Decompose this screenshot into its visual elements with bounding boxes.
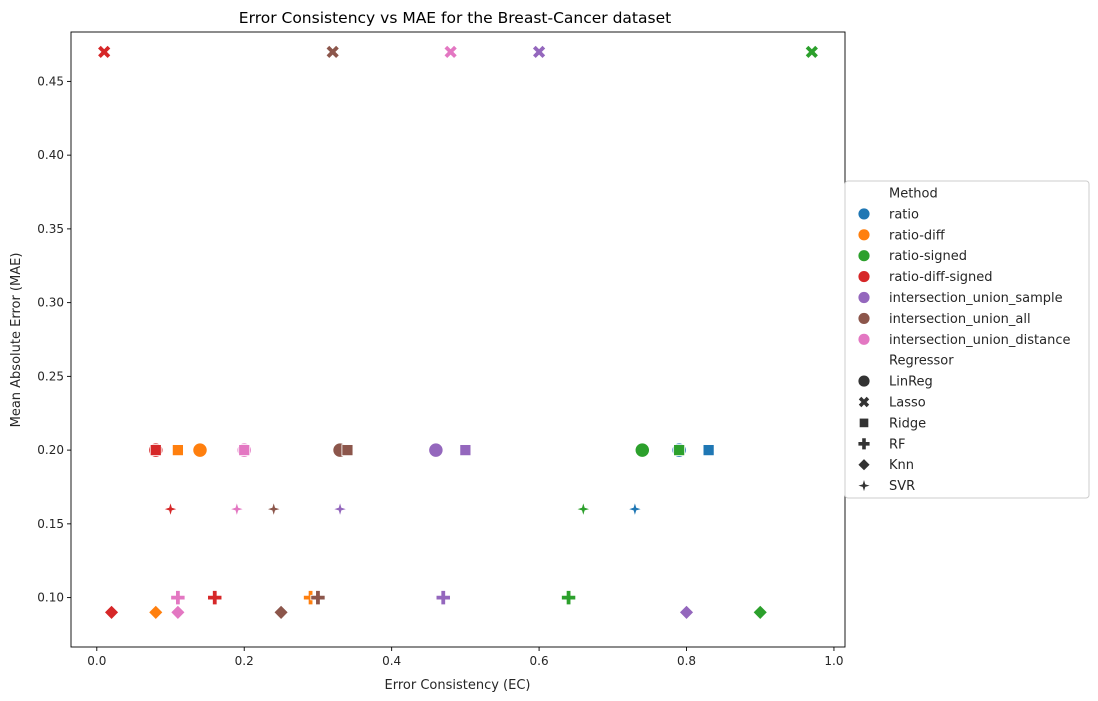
y-axis-label: Mean Absolute Error (MAE) (9, 253, 24, 428)
legend-item-label: intersection_union_sample (889, 291, 1063, 306)
data-point (273, 604, 289, 621)
y-tick-label: 0.25 (37, 369, 64, 383)
legend-marker (858, 333, 870, 345)
axes: 0.0 0.2 0.4 0.6 0.8 1.0 0.10 0.15 0.20 0.25 0.30 0.… (37, 31, 846, 668)
data-point (265, 500, 283, 518)
legend-marker (858, 396, 870, 408)
data-point (634, 442, 650, 458)
plot-frame (70, 31, 846, 648)
x-axis-label: Error Consistency (EC) (385, 678, 531, 693)
data-point (170, 590, 186, 606)
data-point (238, 444, 251, 457)
y-tick-label: 0.35 (37, 222, 64, 236)
legend-item-label: Ridge (889, 416, 926, 431)
data-point (228, 500, 246, 518)
data-point (435, 590, 451, 606)
data-point (626, 500, 644, 518)
data-point (752, 604, 768, 621)
data-point (574, 500, 592, 518)
legend-item-label: ratio-diff-signed (889, 270, 993, 285)
data-point (192, 442, 208, 458)
data-point (96, 44, 112, 60)
x-tick-label: 0.2 (235, 654, 254, 668)
y-tick-label: 0.45 (37, 74, 64, 88)
data-point (170, 604, 186, 621)
legend-marker (858, 291, 870, 304)
y-tick-label: 0.10 (37, 591, 64, 605)
data-point (103, 604, 120, 621)
legend-marker (859, 418, 869, 428)
data-point (673, 444, 686, 457)
legend-item-label: intersection_union_distance (889, 333, 1070, 348)
data-point (171, 444, 184, 457)
legend-marker (858, 459, 870, 471)
data-point (325, 44, 340, 60)
data-point (443, 44, 458, 60)
data-points (96, 44, 820, 621)
legend-marker (858, 375, 870, 387)
y-tick-label: 0.30 (37, 296, 64, 310)
legend-title-method: Method (889, 187, 938, 202)
legend-marker (858, 229, 870, 241)
legend-item-label: SVR (889, 479, 915, 494)
legend-item-label: ratio-signed (889, 249, 967, 264)
data-point (702, 444, 715, 457)
legend-title-regressor: Regressor (889, 354, 954, 369)
legend-marker (858, 438, 870, 450)
data-point (678, 604, 695, 621)
data-point (207, 590, 223, 606)
legend-item-label: ratio (889, 207, 919, 222)
legend-marker (858, 480, 870, 492)
legend-box (844, 180, 1090, 499)
data-point (148, 604, 164, 621)
y-tick-label: 0.40 (37, 148, 64, 162)
x-tick-label: 0.6 (530, 654, 549, 668)
data-point (804, 44, 820, 60)
legend-item-label: intersection_union_all (889, 312, 1031, 327)
legend-item-label: RF (889, 437, 906, 452)
legend-item-label: Lasso (889, 396, 926, 411)
legend-marker (858, 271, 870, 283)
x-tick-label: 0.4 (382, 654, 401, 668)
chart-title: Error Consistency vs MAE for the Breast-… (239, 9, 671, 27)
legend-item-label: ratio-diff (889, 228, 946, 243)
data-point (561, 590, 577, 606)
legend-item-label: LinReg (889, 375, 933, 390)
x-tick-label: 0.0 (87, 654, 106, 668)
y-tick-label: 0.20 (37, 443, 64, 457)
legend-marker (858, 250, 870, 262)
legend-marker (858, 208, 870, 220)
data-point (161, 500, 180, 518)
data-point (428, 442, 444, 458)
data-point (310, 590, 326, 606)
data-point (531, 44, 547, 60)
legend-marker (858, 312, 870, 324)
legend: Method ratio ratio-diff ratio-signed ratio-d… (844, 180, 1090, 499)
data-point (341, 444, 354, 457)
data-point (149, 444, 162, 457)
x-tick-label: 0.8 (677, 654, 696, 668)
legend-item-label: Knn (889, 458, 914, 473)
x-tick-label: 1.0 (824, 654, 843, 668)
data-point (459, 444, 472, 457)
y-tick-label: 0.15 (37, 517, 64, 531)
data-point (331, 500, 349, 518)
